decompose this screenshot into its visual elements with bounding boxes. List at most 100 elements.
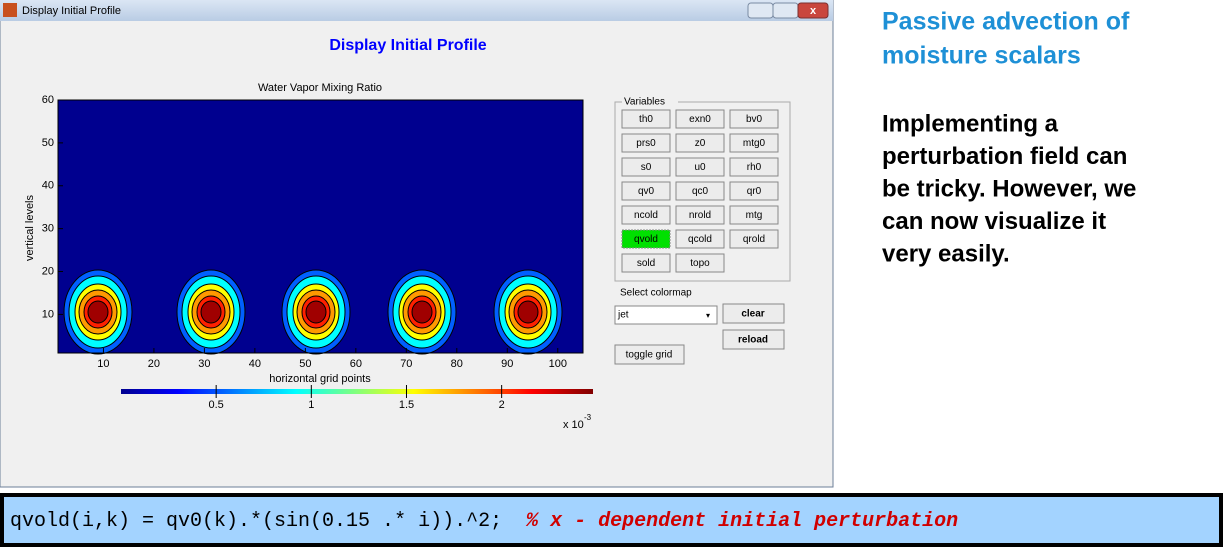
reload-label: reload — [738, 335, 768, 346]
x-tick-label: 90 — [501, 358, 513, 370]
y-tick-label: 40 — [42, 180, 54, 192]
contour-ring — [200, 300, 222, 324]
y-tick-label: 10 — [42, 308, 54, 320]
side-body: Implementing a — [882, 110, 1059, 137]
y-label: vertical levels — [24, 194, 36, 261]
x-tick-label: 60 — [350, 358, 362, 370]
variable-button-label: ncold — [634, 210, 658, 221]
variable-button-label: nrold — [689, 210, 711, 221]
y-tick-label: 50 — [42, 137, 54, 149]
variable-button[interactable] — [675, 229, 725, 249]
colorbar-tick-label: 1.5 — [399, 399, 414, 411]
contours — [63, 269, 563, 355]
side-body: very easily. — [882, 240, 1010, 267]
variable-button[interactable] — [729, 133, 779, 153]
axes-frame — [57, 99, 584, 354]
plot-title: Water Vapor Mixing Ratio — [258, 82, 382, 94]
side-text: Passive advection of moisture scalars Impl… — [882, 8, 1136, 268]
toggle-grid-label: toggle grid — [626, 350, 673, 361]
variable-button-label: exn0 — [689, 114, 711, 125]
minimize[interactable] — [747, 2, 774, 19]
variable-button-label: s0 — [641, 162, 652, 173]
variable-button-label: prs0 — [636, 138, 656, 149]
variable-button[interactable] — [621, 133, 671, 153]
variable-button[interactable] — [675, 253, 725, 273]
x-tick-label: 80 — [451, 358, 463, 370]
x-tick-label: 70 — [400, 358, 412, 370]
variable-button-label: u0 — [694, 162, 706, 173]
colorbar-tick-label: 2 — [499, 399, 505, 411]
variable-button-label: th0 — [639, 114, 653, 125]
colorbar-multiplier: x 10 — [563, 419, 584, 431]
y-tick-label: 60 — [42, 94, 54, 106]
colorbar-tick-label: 1 — [308, 399, 314, 411]
colorbar — [121, 389, 593, 394]
code-line: qvold(i,k) = qv0(k).*(sin(0.15 .* i)).^2… — [10, 510, 958, 533]
side-body: perturbation field can — [882, 143, 1127, 170]
reload-button[interactable] — [722, 329, 785, 350]
variable-button[interactable] — [729, 109, 779, 129]
clear-label: clear — [741, 309, 764, 320]
panel-title-bg — [622, 96, 678, 106]
variable-button[interactable] — [675, 109, 725, 129]
x-tick-label: 10 — [97, 358, 109, 370]
code-box — [0, 493, 1223, 547]
variable-button[interactable] — [729, 157, 779, 177]
code-statement: qvold(i,k) = qv0(k).*(sin(0.15 .* i)).^2… — [10, 510, 502, 533]
variable-button[interactable] — [675, 205, 725, 225]
variable-button[interactable] — [675, 157, 725, 177]
side-heading: Passive advection of — [882, 8, 1130, 36]
variable-button-label: topo — [690, 258, 710, 269]
figure-title: Display Initial Profile — [329, 37, 486, 54]
variable-button[interactable] — [621, 253, 671, 273]
variable-button-label: qv0 — [638, 186, 655, 197]
maximize[interactable] — [772, 2, 799, 19]
variable-button-label: bv0 — [746, 114, 763, 125]
side-body: be tricky. However, we — [882, 175, 1136, 202]
variable-button-label: z0 — [695, 138, 706, 149]
x-tick-label: 100 — [549, 358, 567, 370]
side-heading: moisture scalars — [882, 42, 1081, 70]
variable-button-label: qcold — [688, 234, 712, 245]
contour-ring — [305, 300, 327, 324]
contour-ring — [87, 300, 109, 324]
clear-button[interactable] — [722, 303, 785, 324]
variable-button[interactable] — [675, 181, 725, 201]
close-x: x — [810, 5, 817, 17]
variable-button[interactable] — [621, 181, 671, 201]
variable-button[interactable] — [729, 181, 779, 201]
close[interactable] — [797, 2, 829, 19]
x-tick-label: 30 — [198, 358, 210, 370]
variable-button-label: qvold — [634, 234, 658, 245]
variable-button[interactable] — [621, 157, 671, 177]
dropdown-arrow: ▾ — [706, 311, 710, 320]
variable-button[interactable] — [621, 109, 671, 129]
y-tick-label: 30 — [42, 223, 54, 235]
variable-button[interactable] — [729, 205, 779, 225]
code-comment: % x - dependent initial perturbation — [525, 510, 958, 533]
side-body: can now visualize it — [882, 208, 1106, 235]
variable-button-label: mtg0 — [743, 138, 766, 149]
colormap-value: jet — [617, 310, 629, 321]
x-tick-label: 50 — [299, 358, 311, 370]
variable-button[interactable] — [675, 133, 725, 153]
panel — [614, 101, 791, 282]
toggle-grid-button[interactable] — [614, 344, 685, 365]
variable-button-label: sold — [637, 258, 655, 269]
window-title: Display Initial Profile — [22, 5, 121, 17]
colormap-dropdown[interactable] — [614, 305, 718, 325]
panel-title: Variables — [624, 97, 665, 108]
colormap-label: Select colormap — [620, 288, 692, 299]
x-tick-label: 40 — [249, 358, 261, 370]
variable-button[interactable] — [621, 205, 671, 225]
variable-button[interactable] — [621, 229, 671, 249]
app-icon — [3, 3, 17, 17]
variable-button-label: rh0 — [747, 162, 762, 173]
x-tick-label: 20 — [148, 358, 160, 370]
variable-button[interactable] — [729, 229, 779, 249]
colorbar-exponent: -3 — [584, 413, 592, 422]
variable-button-label: qr0 — [747, 186, 762, 197]
variable-button-label: mtg — [746, 210, 763, 221]
